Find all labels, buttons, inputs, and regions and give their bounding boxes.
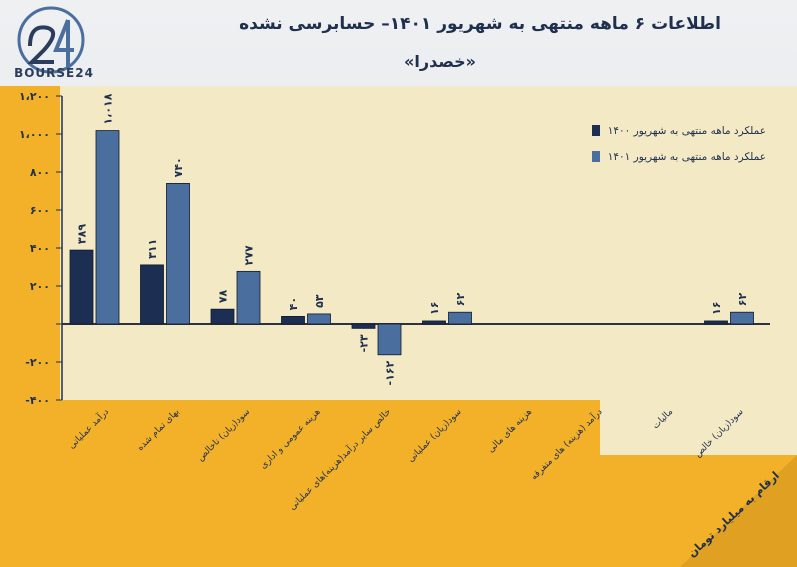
legend-swatch xyxy=(592,125,600,136)
data-label: ۳۱۱ xyxy=(146,239,159,259)
legend-label: عملکرد ماهه منتهی به شهریور ۱۴۰۰ xyxy=(608,125,766,137)
chart-subtitle: «خصدرا» xyxy=(404,52,476,71)
data-label: ۷۴۰ xyxy=(172,157,185,177)
legend-swatch xyxy=(592,151,600,162)
bar xyxy=(730,311,754,325)
x-tick-label: درآمد (هزینه) های متفرقه xyxy=(528,406,605,483)
data-label: ۶۲ xyxy=(736,293,749,307)
data-label: ۷۸ xyxy=(217,289,230,303)
y-tick-label: -۲۰۰ xyxy=(25,356,50,369)
data-label: -۲۳ xyxy=(358,334,371,352)
x-tick-label: هزینه های مالی xyxy=(486,407,534,455)
bar xyxy=(140,264,164,325)
bar xyxy=(704,320,728,325)
y-tick-label: ۱،۲۰۰ xyxy=(19,90,50,103)
x-tick-label: هزینه عمومی و اداری xyxy=(259,407,323,471)
chart-title: اطلاعات ۶ ماهه منتهی به شهریور ۱۴۰۱– حسا… xyxy=(239,14,721,34)
bar xyxy=(166,182,190,325)
data-label: ۱،۰۱۸ xyxy=(102,93,115,124)
bar xyxy=(448,311,472,325)
bar xyxy=(377,323,402,356)
legend: عملکرد ماهه منتهی به شهریور ۱۴۰۰ عملکرد م… xyxy=(592,125,766,163)
x-tick-label: سود(زیان) عملیاتی xyxy=(406,407,463,464)
logo-text: BOURSE24 xyxy=(14,66,94,80)
data-label: ۱۶ xyxy=(428,302,441,315)
y-tick-label: ۸۰۰ xyxy=(30,166,50,179)
y-tick-label: ۲۰۰ xyxy=(30,280,50,293)
data-label: ۴۰ xyxy=(287,297,300,310)
bar xyxy=(236,270,261,325)
y-tick-label: ۱،۰۰۰ xyxy=(19,128,50,141)
unit-note-band: ارقام به میلیارد تومان xyxy=(680,455,797,567)
data-label: ۶۲ xyxy=(454,293,467,307)
data-label: -۱۶۲ xyxy=(384,361,397,386)
x-tick-label: بهای تمام شده xyxy=(136,407,182,453)
bar xyxy=(69,249,94,325)
y-tick-label: ۶۰۰ xyxy=(30,204,50,217)
x-tick-label: سود(زیان) ناخالص xyxy=(196,407,252,463)
bar xyxy=(422,320,446,325)
y-tick-label: -۴۰۰ xyxy=(25,394,50,407)
bourse24-logo-icon xyxy=(17,6,85,74)
bar xyxy=(307,313,331,325)
bar xyxy=(95,130,120,325)
x-tick-label: درآمد عملیاتی xyxy=(66,406,111,451)
legend-label: عملکرد ماهه منتهی به شهریور ۱۴۰۱ xyxy=(608,151,766,163)
bar xyxy=(281,315,305,325)
plot-area xyxy=(60,86,797,455)
data-label: ۱۶ xyxy=(710,302,723,315)
data-label: ۵۳ xyxy=(313,294,326,308)
bar xyxy=(210,308,235,325)
data-label: ۳۸۹ xyxy=(76,224,89,244)
y-tick-label: ۴۰۰ xyxy=(30,242,50,255)
data-label: ۲۷۷ xyxy=(243,245,256,265)
bar xyxy=(351,323,376,329)
